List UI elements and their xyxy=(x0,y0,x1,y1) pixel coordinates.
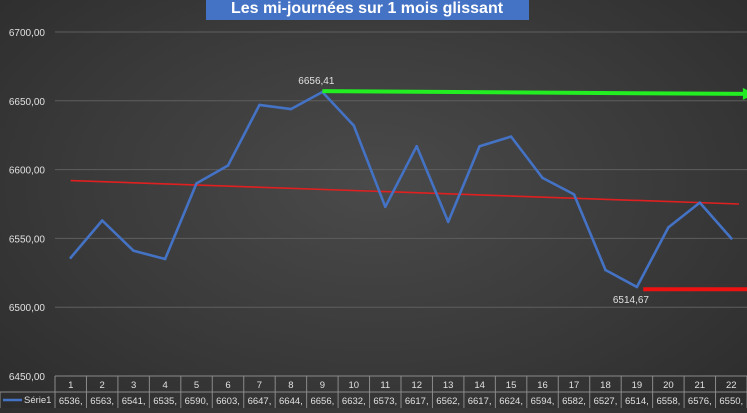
table-value: 6617, xyxy=(468,396,492,407)
data-point xyxy=(226,164,230,167)
chart-title-background xyxy=(206,0,529,20)
y-tick-label: 6700,00 xyxy=(9,28,46,39)
table-value: 6550, xyxy=(719,396,743,407)
x-tick-label: 1 xyxy=(68,380,73,391)
data-point xyxy=(415,144,419,148)
data-point xyxy=(69,256,73,259)
data-point xyxy=(667,226,670,229)
table-value: 6535, xyxy=(153,396,177,407)
data-point xyxy=(604,268,607,272)
table-value: 6603, xyxy=(216,396,240,407)
x-tick-label: 19 xyxy=(632,380,643,391)
data-point xyxy=(541,176,544,180)
x-tick-label: 12 xyxy=(411,380,422,391)
y-tick-label: 6600,00 xyxy=(9,166,46,177)
table-value: 6527, xyxy=(594,396,618,407)
x-tick-label: 11 xyxy=(380,380,390,391)
x-tick-label: 22 xyxy=(726,380,737,391)
table-value: 6647, xyxy=(248,396,272,407)
y-tick-label: 6500,00 xyxy=(9,303,46,314)
x-tick-label: 18 xyxy=(600,380,611,391)
x-tick-label: 13 xyxy=(443,380,454,391)
series-line xyxy=(69,90,733,289)
x-tick-label: 8 xyxy=(288,380,293,391)
y-tick-label: 6550,00 xyxy=(9,234,46,245)
x-tick-label: 14 xyxy=(474,380,485,391)
x-tick-label: 21 xyxy=(695,380,706,391)
table-value: 6656, xyxy=(310,396,334,407)
y-axis-tick-labels: 6700,00 6650,00 6600,00 6550,00 6500,00 6450,… xyxy=(9,28,46,383)
data-point xyxy=(100,219,104,222)
table-value: 6541, xyxy=(122,396,146,407)
y-tick-label: 6650,00 xyxy=(9,97,46,108)
table-value: 6573, xyxy=(373,396,397,407)
table-value: 6536, xyxy=(59,396,83,407)
data-point xyxy=(478,144,481,148)
x-tick-label: 5 xyxy=(194,380,199,391)
table-value: 6558, xyxy=(656,396,680,407)
y-tick-label: 6450,00 xyxy=(9,372,46,383)
x-tick-label: 7 xyxy=(257,380,262,391)
trendline xyxy=(70,179,740,205)
x-tick-label: 16 xyxy=(537,380,548,391)
table-value: 6563, xyxy=(90,396,114,407)
data-point xyxy=(383,205,387,209)
chart-title: Les mi-journées sur 1 mois glissant xyxy=(231,0,504,17)
data-point xyxy=(352,124,356,127)
table-value: 6514, xyxy=(625,396,649,407)
x-tick-label: 17 xyxy=(569,380,580,391)
table-value: 6582, xyxy=(562,396,586,407)
data-point xyxy=(132,249,135,253)
table-value: 6594, xyxy=(531,396,555,407)
data-point xyxy=(195,182,198,185)
x-tick-label: 6 xyxy=(225,380,230,391)
arrow-head xyxy=(742,87,747,100)
data-label: 6656,41 xyxy=(298,76,335,87)
data-point xyxy=(509,135,513,138)
table-value: 6576, xyxy=(688,396,712,407)
data-point xyxy=(698,201,702,204)
gridlines xyxy=(55,31,747,377)
x-tick-label: 10 xyxy=(349,380,360,391)
data-label-layer: 6656,41 6514,67 xyxy=(298,76,649,306)
data-point xyxy=(446,220,450,224)
trendline-layer xyxy=(70,179,740,205)
x-tick-label: 20 xyxy=(663,380,674,391)
series-layer xyxy=(69,90,733,289)
x-tick-label: 9 xyxy=(320,380,325,391)
table-value: 6562, xyxy=(436,396,460,407)
data-point xyxy=(729,237,733,240)
x-tick-label: 2 xyxy=(100,380,105,391)
table-value: 6590, xyxy=(185,396,209,407)
table-value: 6632, xyxy=(342,396,366,407)
x-tick-label: 15 xyxy=(506,380,517,391)
arrow-shaft xyxy=(322,89,747,96)
arrow-layer xyxy=(322,87,747,292)
legend-series-name: Série1 xyxy=(24,395,51,406)
data-point xyxy=(635,285,639,289)
data-label: 6514,67 xyxy=(613,295,650,306)
data-point xyxy=(258,103,261,107)
table-value: 6644, xyxy=(279,396,303,407)
data-point xyxy=(572,193,576,196)
x-tick-label: 3 xyxy=(131,380,136,391)
data-point xyxy=(289,107,293,111)
data-table: 1 6536, 2 6563, 3 6541, 4 6535, 5 6590, 6 6603, 7 664… xyxy=(0,375,747,408)
table-value: 6624, xyxy=(499,396,523,407)
table-value: 6617, xyxy=(405,396,429,407)
data-point xyxy=(163,257,167,261)
x-tick-label: 4 xyxy=(162,380,167,391)
